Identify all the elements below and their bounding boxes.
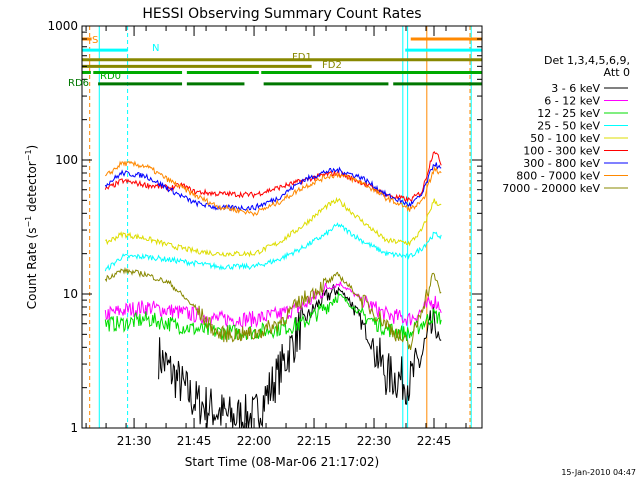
y-tick-label: 100 xyxy=(55,153,78,167)
legend-label: 300 - 800 keV xyxy=(523,157,600,170)
x-tick-label: 22:30 xyxy=(357,434,392,448)
series-line-8 xyxy=(104,266,442,350)
y-axis-label-part: detector xyxy=(25,161,39,216)
chart-title: HESSI Observing Summary Count Rates xyxy=(142,6,421,22)
flag-label: RD6 xyxy=(68,78,89,89)
series-line-7 xyxy=(104,160,442,217)
y-axis-label-part: ) xyxy=(25,145,39,150)
series-line-2 xyxy=(104,291,442,342)
flag-label: S xyxy=(92,35,98,46)
x-tick-label: 22:00 xyxy=(237,434,272,448)
legend-label: 50 - 100 keV xyxy=(530,132,600,145)
series-line-6 xyxy=(104,162,442,212)
x-axis-label: Start Time (08-Mar-06 21:17:02) xyxy=(185,455,379,469)
footer-date: 15-Jan-2010 04:47 xyxy=(561,468,636,477)
y-axis-label-superscript: −1 xyxy=(24,149,33,161)
plot-frame xyxy=(81,25,483,429)
y-axis-label-part: Count Rate (s xyxy=(25,228,39,310)
series-line-1 xyxy=(104,281,442,329)
series-line-0 xyxy=(158,284,442,429)
y-axis-label-superscript: −1 xyxy=(24,216,33,228)
y-tick-label: 1000 xyxy=(47,19,78,33)
legend-label: 100 - 300 keV xyxy=(523,145,600,158)
legend-header: Att 0 xyxy=(604,66,630,79)
legend-label: 6 - 12 keV xyxy=(544,95,600,108)
legend-label: 12 - 25 keV xyxy=(537,107,600,120)
flag-label: RD0 xyxy=(100,71,121,82)
legend-label: 800 - 7000 keV xyxy=(516,170,600,183)
y-tick-label: 1 xyxy=(70,421,78,435)
flag-label: FD2 xyxy=(322,60,342,71)
legend-label: 7000 - 20000 keV xyxy=(502,182,600,195)
series-line-4 xyxy=(105,196,442,258)
x-tick-label: 21:45 xyxy=(177,434,212,448)
y-tick-label: 10 xyxy=(63,287,78,301)
x-tick-label: 21:30 xyxy=(117,434,152,448)
legend-header: Det 1,3,4,5,6,9, xyxy=(544,54,630,67)
y-axis-label: Count Rate (s−1 detector−1) xyxy=(24,145,39,309)
x-tick-label: 22:15 xyxy=(297,434,332,448)
flag-label: N xyxy=(152,43,159,54)
series-line-3 xyxy=(104,222,442,272)
x-tick-label: 22:45 xyxy=(417,434,452,448)
flag-label: FD1 xyxy=(292,52,312,63)
legend-label: 25 - 50 keV xyxy=(537,120,600,133)
legend-label: 3 - 6 keV xyxy=(551,82,600,95)
